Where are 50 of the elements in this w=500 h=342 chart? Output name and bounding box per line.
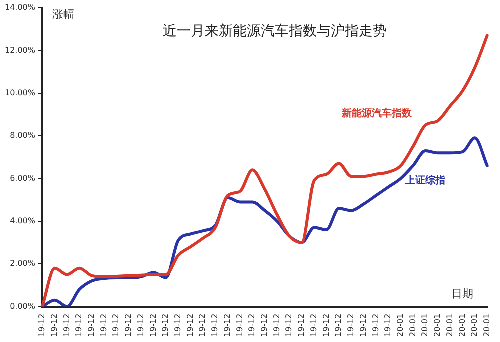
x-tick-label: 19-12 — [272, 314, 282, 338]
x-tick-label: 19-12 — [62, 314, 72, 338]
y-tick-label: 2.00% — [10, 259, 36, 268]
x-tick-label: 19-12 — [222, 314, 232, 338]
x-tick-label: 19-12 — [112, 314, 121, 338]
x-tick-label: 19-12 — [235, 314, 244, 338]
x-tick-label: 19-12 — [322, 314, 331, 338]
x-tick-label: 20-01 — [482, 314, 492, 338]
x-tick-label: 19-12 — [174, 314, 183, 338]
x-tick-label: 19-12 — [248, 314, 257, 338]
x-tick-label: 19-12 — [384, 314, 393, 338]
series-label: 上证综指 — [404, 174, 446, 187]
y-tick-label: 4.00% — [10, 216, 36, 226]
x-tick-label: 19-12 — [87, 314, 96, 338]
x-tick-label: 19-12 — [124, 314, 134, 338]
x-tick-label: 19-12 — [148, 314, 158, 338]
x-tick-label: 19-12 — [50, 314, 59, 338]
x-tick-label: 20-01 — [420, 314, 430, 338]
x-tick-label: 20-01 — [408, 314, 418, 338]
series-label: 新能源汽车指数 — [340, 108, 413, 120]
x-tick-label: 19-12 — [297, 314, 306, 338]
x-tick-label: 19-12 — [198, 314, 208, 338]
x-tick-label: 19-12 — [371, 314, 380, 338]
x-tick-label: 20-01 — [458, 314, 467, 338]
x-tick-label: 19-12 — [334, 314, 344, 338]
x-tick-label: 19-12 — [284, 314, 294, 338]
y-tick-label: 10.00% — [4, 88, 36, 98]
x-tick-label: 20-01 — [445, 314, 454, 338]
x-tick-label: 19-12 — [136, 314, 146, 338]
x-tick-label: 19-12 — [358, 314, 368, 338]
x-tick-label: 19-12 — [260, 314, 270, 338]
x-tick-label: 20-01 — [396, 314, 405, 338]
x-tick-label: 20-01 — [433, 314, 442, 338]
y-tick-label: 6.00% — [10, 174, 36, 183]
x-tick-label: 19-12 — [161, 314, 170, 338]
x-axis-title: 日期 — [451, 288, 474, 301]
text: 近一月来新能源汽车指数与沪指走势 — [162, 24, 387, 40]
x-tick-label: 19-12 — [186, 314, 195, 338]
x-tick-label: 19-12 — [309, 314, 318, 338]
x-tick-label: 19-12 — [38, 314, 47, 338]
x-tick-label: 19-12 — [99, 314, 108, 338]
x-tick-label: 19-12 — [346, 314, 356, 338]
y-tick-label: 8.00% — [10, 131, 36, 140]
y-axis-title: 涨幅 — [52, 8, 75, 21]
x-tick-label: 20-01 — [470, 314, 480, 338]
x-tick-label: 19-12 — [74, 314, 84, 338]
y-tick-label: 12.00% — [4, 46, 36, 55]
x-tick-label: 19-12 — [210, 314, 220, 338]
y-tick-label: 14.00% — [4, 3, 36, 12]
y-tick-label: 0.00% — [10, 302, 36, 311]
